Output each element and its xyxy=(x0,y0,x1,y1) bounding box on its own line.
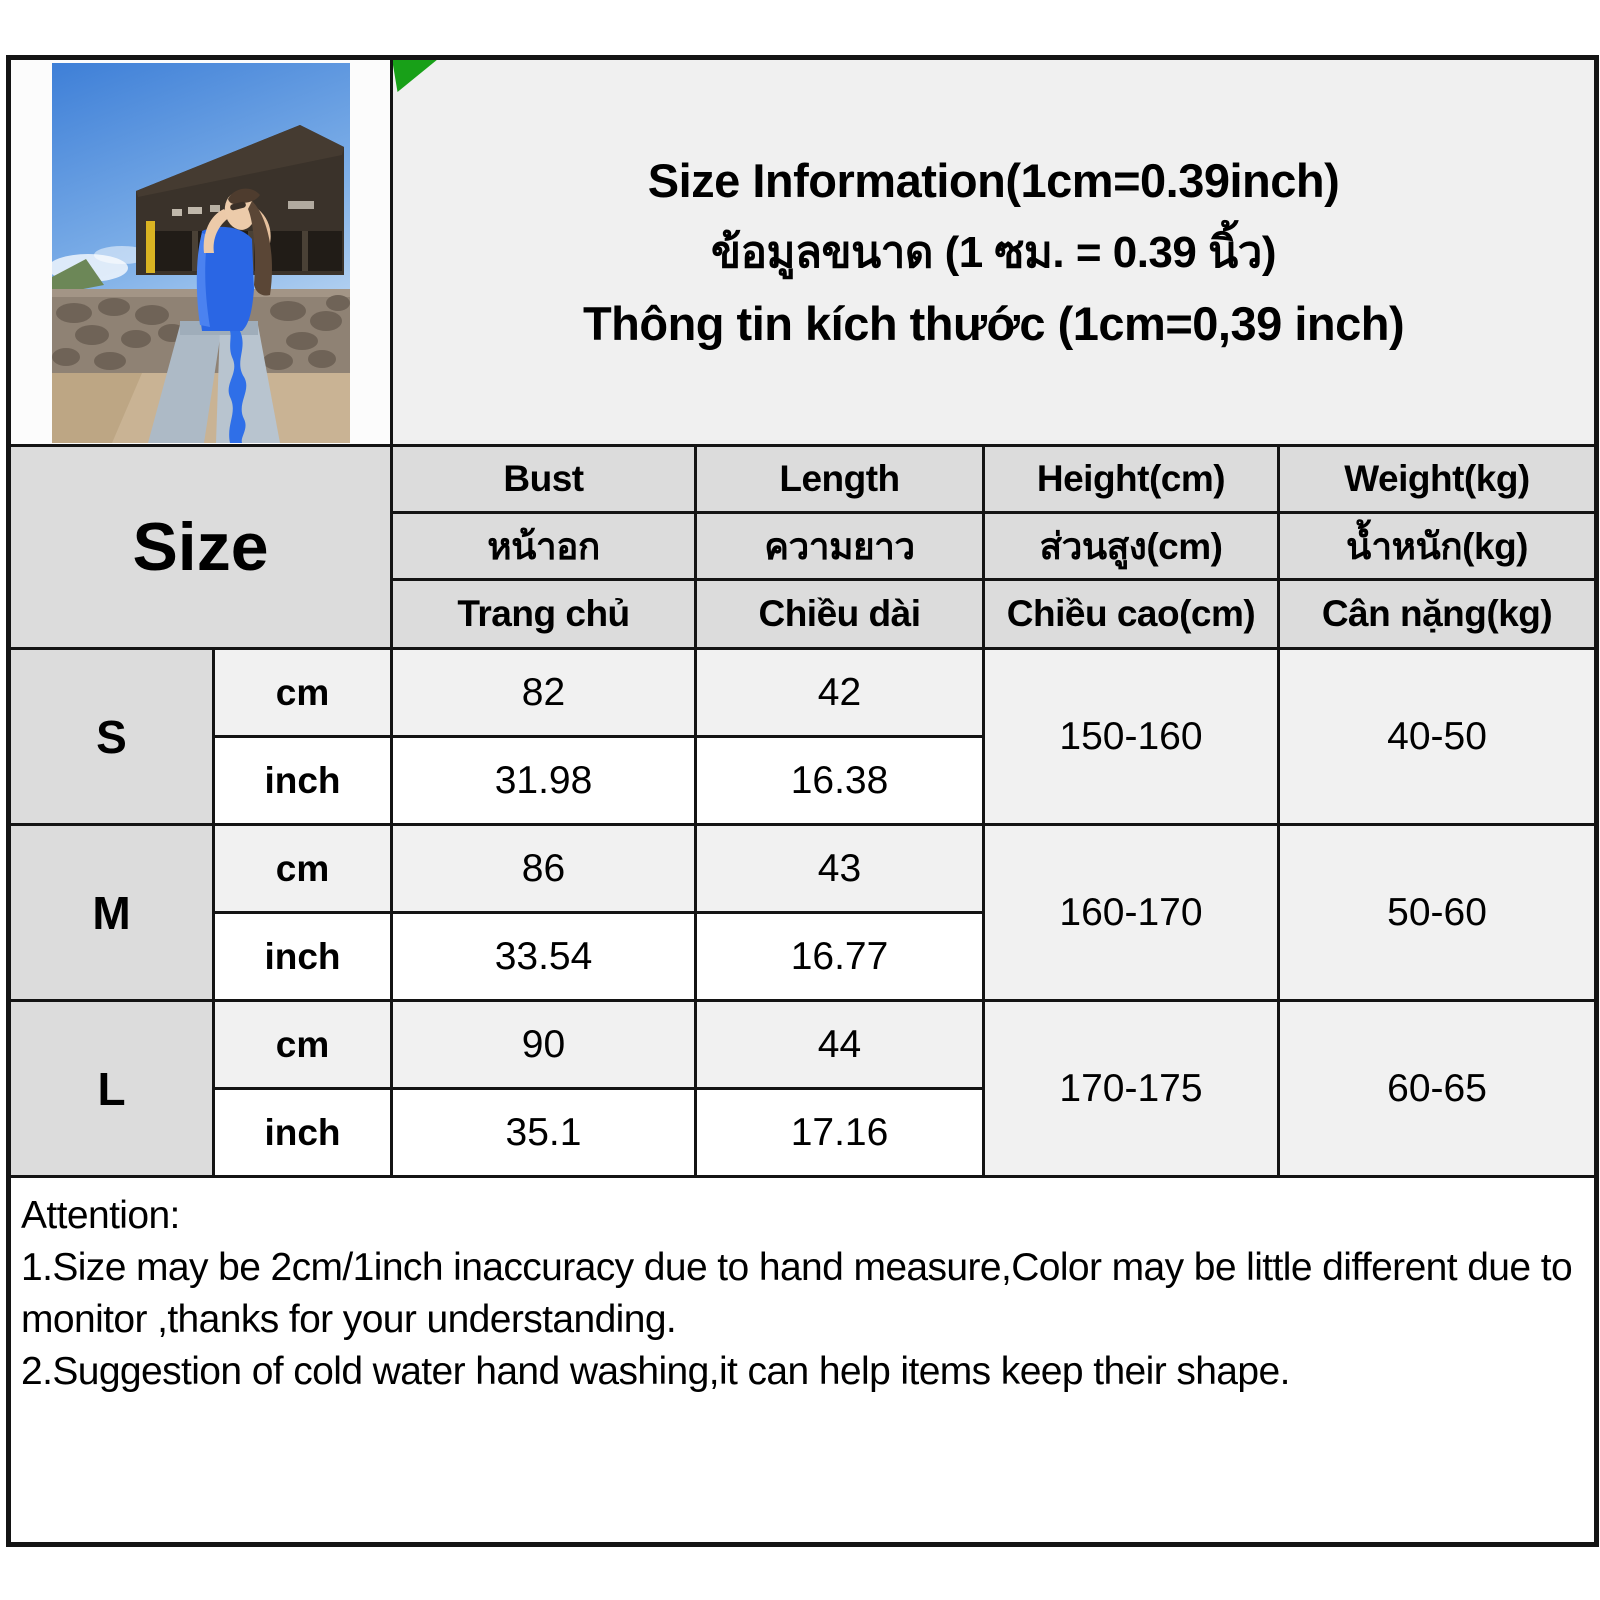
row-s-label: S xyxy=(7,647,215,826)
col-header-weight-th: น้ำหนัก(kg) xyxy=(1276,511,1599,581)
row-l-bust-cm: 90 xyxy=(390,999,697,1090)
row-l-unit-cm: cm xyxy=(212,999,393,1090)
row-l-bust-inch: 35.1 xyxy=(390,1087,697,1178)
row-m-bust-inch: 33.54 xyxy=(390,911,697,1002)
row-l-height: 170-175 xyxy=(982,999,1280,1178)
attention-line-1: 1.Size may be 2cm/1inch inaccuracy due t… xyxy=(21,1245,1573,1341)
row-s-length-inch: 16.38 xyxy=(694,735,985,826)
product-photo xyxy=(51,63,350,443)
col-header-length-th: ความยาว xyxy=(694,511,985,581)
row-l-length-inch: 17.16 xyxy=(694,1087,985,1178)
title-vi: Thông tin kích thước (1cm=0,39 inch) xyxy=(582,297,1405,350)
row-l-length-cm: 44 xyxy=(694,999,985,1090)
row-m-label: M xyxy=(7,823,215,1002)
size-chart-table: Size Information(1cm=0.39inch) ข้อมูลขนา… xyxy=(6,55,1600,1547)
title-cell: Size Information(1cm=0.39inch) ข้อมูลขนา… xyxy=(389,56,1599,447)
col-header-bust-vi: Trang chủ xyxy=(390,578,697,650)
row-s-unit-inch: inch xyxy=(212,735,393,826)
attention-heading: Attention: xyxy=(21,1194,180,1237)
col-header-weight-vi: Cân nặng(kg) xyxy=(1276,578,1599,650)
row-l-unit-inch: inch xyxy=(212,1087,393,1178)
row-l-label: L xyxy=(7,999,215,1178)
row-s-bust-inch: 31.98 xyxy=(390,735,697,826)
title-th: ข้อมูลขนาด (1 ซม. = 0.39 นิ้ว) xyxy=(711,228,1277,277)
row-m-length-inch: 16.77 xyxy=(694,911,985,1002)
col-header-length-en: Length xyxy=(694,444,985,514)
row-l-weight: 60-65 xyxy=(1276,999,1599,1178)
product-photo-illustration xyxy=(51,63,350,443)
col-header-height-th: ส่วนสูง(cm) xyxy=(982,511,1280,581)
title-en: Size Information(1cm=0.39inch) xyxy=(647,154,1340,207)
row-m-unit-inch: inch xyxy=(212,911,393,1002)
attention-line-2: 2.Suggestion of cold water hand washing,… xyxy=(21,1349,1290,1393)
row-s-length-cm: 42 xyxy=(694,647,985,738)
col-header-weight-en: Weight(kg) xyxy=(1276,444,1599,514)
col-header-bust-th: หน้าอก xyxy=(390,511,697,581)
row-s-height: 150-160 xyxy=(982,647,1280,826)
row-s-unit-cm: cm xyxy=(212,647,393,738)
row-s-weight: 40-50 xyxy=(1276,647,1599,826)
col-header-height-en: Height(cm) xyxy=(982,444,1280,514)
row-m-length-cm: 43 xyxy=(694,823,985,914)
row-m-weight: 50-60 xyxy=(1276,823,1599,1002)
row-m-height: 160-170 xyxy=(982,823,1280,1002)
col-header-height-vi: Chiều cao(cm) xyxy=(982,578,1280,650)
row-m-unit-cm: cm xyxy=(212,823,393,914)
product-photo-cell xyxy=(7,56,393,447)
green-corner-marker-icon xyxy=(394,60,438,92)
size-corner-label: Size xyxy=(7,444,393,650)
attention-note: Attention: 1.Size may be 2cm/1inch inacc… xyxy=(6,1175,1599,1546)
col-header-bust-en: Bust xyxy=(390,444,697,514)
row-m-bust-cm: 86 xyxy=(390,823,697,914)
row-s-bust-cm: 82 xyxy=(390,647,697,738)
col-header-length-vi: Chiều dài xyxy=(694,578,985,650)
